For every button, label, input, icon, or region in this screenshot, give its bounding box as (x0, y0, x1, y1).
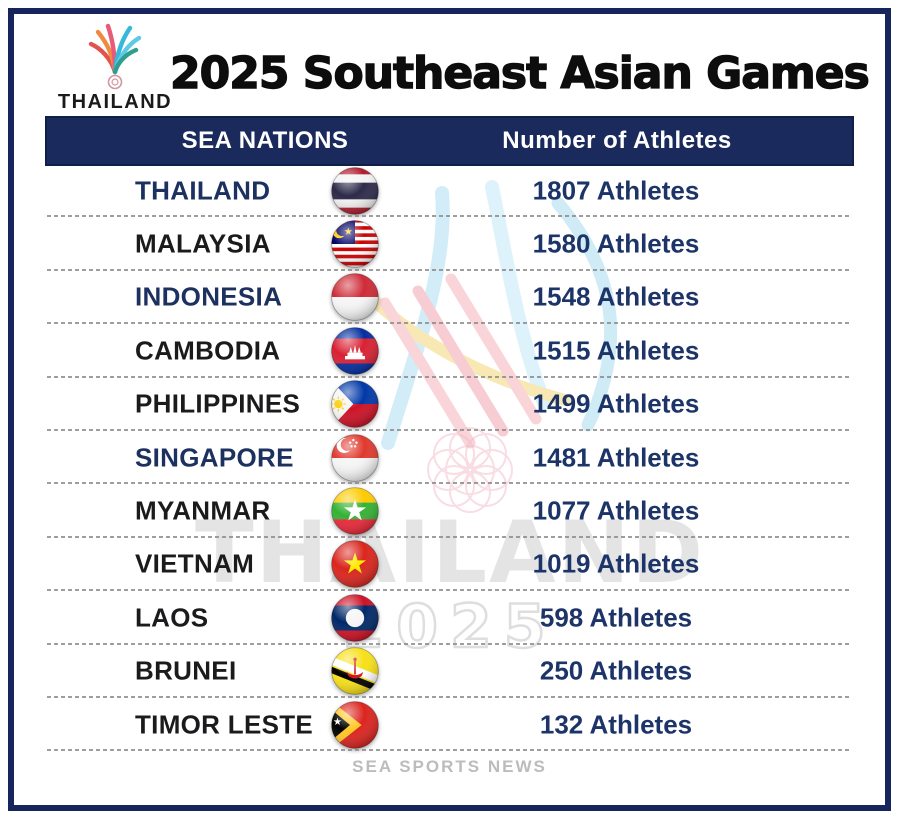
column-header-sea-nations: SEA NATIONS (181, 127, 349, 154)
table-row: CAMBODIA 1515 Athletes (47, 324, 852, 378)
brunei-flag-icon (330, 646, 380, 696)
country-name: LAOS (135, 602, 209, 633)
table-row: PHILIPPINES 1499 Athletes (47, 378, 852, 432)
myanmar-flag-icon (330, 486, 380, 536)
indonesia-flag-icon (330, 272, 380, 322)
singapore-flag-icon (330, 433, 380, 483)
table-row: MALAYSIA 1580 Athletes (47, 217, 852, 272)
athlete-count: 1077 Athletes (532, 495, 700, 526)
table-row: BRUNEI 250 Athletes (47, 645, 852, 699)
country-name: CAMBODIA (135, 335, 281, 366)
athlete-count: 1019 Athletes (532, 548, 700, 579)
country-name: SINGAPORE (135, 442, 294, 473)
table-row: TIMOR LESTE 132 Athletes (47, 698, 852, 752)
malaysia-flag-icon (330, 219, 380, 269)
logo-brand-text: THAILAND (57, 91, 173, 113)
laos-flag-icon (330, 593, 380, 643)
country-name: INDONESIA (135, 281, 283, 312)
philippines-flag-icon (330, 379, 380, 429)
athlete-count: 1515 Athletes (532, 335, 700, 366)
country-name: VIETNAM (135, 548, 255, 579)
vietnam-flag-icon (330, 539, 380, 589)
thailand-2025-logo: THAILAND 2025 (50, 20, 180, 128)
table-header: SEA NATIONS Number of Athletes (47, 118, 852, 164)
table-row: SINGAPORE 1481 Athletes (47, 431, 852, 485)
thailand-flag-icon (330, 166, 380, 216)
column-header-number-of-athletes: Number of Athletes (502, 127, 732, 154)
country-name: MALAYSIA (135, 228, 271, 259)
athlete-count: 1807 Athletes (532, 175, 700, 206)
page-title: 2025 Southeast Asian Games (169, 47, 870, 99)
country-name: THAILAND (135, 175, 271, 206)
sea-games-2025-emblem-icon (88, 23, 142, 90)
athlete-count: 1481 Athletes (532, 442, 700, 473)
table-row: VIETNAM 1019 Athletes (47, 538, 852, 592)
table-row: MYANMAR 1077 Athletes (47, 484, 852, 539)
athlete-count: 598 Athletes (539, 602, 693, 633)
athlete-count: 1499 Athletes (532, 388, 700, 419)
country-name: TIMOR LESTE (135, 709, 314, 740)
athlete-count: 1580 Athletes (532, 228, 700, 259)
footer-credit: SEA SPORTS NEWS (352, 757, 547, 776)
table-row: INDONESIA 1548 Athletes (47, 271, 852, 325)
cambodia-flag-icon (330, 326, 380, 376)
athlete-count: 250 Athletes (539, 655, 693, 686)
nations-table-body: THAILAND 1807 Athletes MALAYSIA 1580 Ath… (47, 164, 852, 752)
country-name: PHILIPPINES (135, 388, 301, 419)
athlete-count: 132 Athletes (539, 709, 693, 740)
table-row: THAILAND 1807 Athletes (47, 164, 852, 218)
timor-leste-flag-icon (330, 700, 380, 750)
table-row: LAOS 598 Athletes (47, 591, 852, 645)
athlete-count: 1548 Athletes (532, 281, 700, 312)
country-name: BRUNEI (135, 655, 237, 686)
country-name: MYANMAR (135, 495, 271, 526)
